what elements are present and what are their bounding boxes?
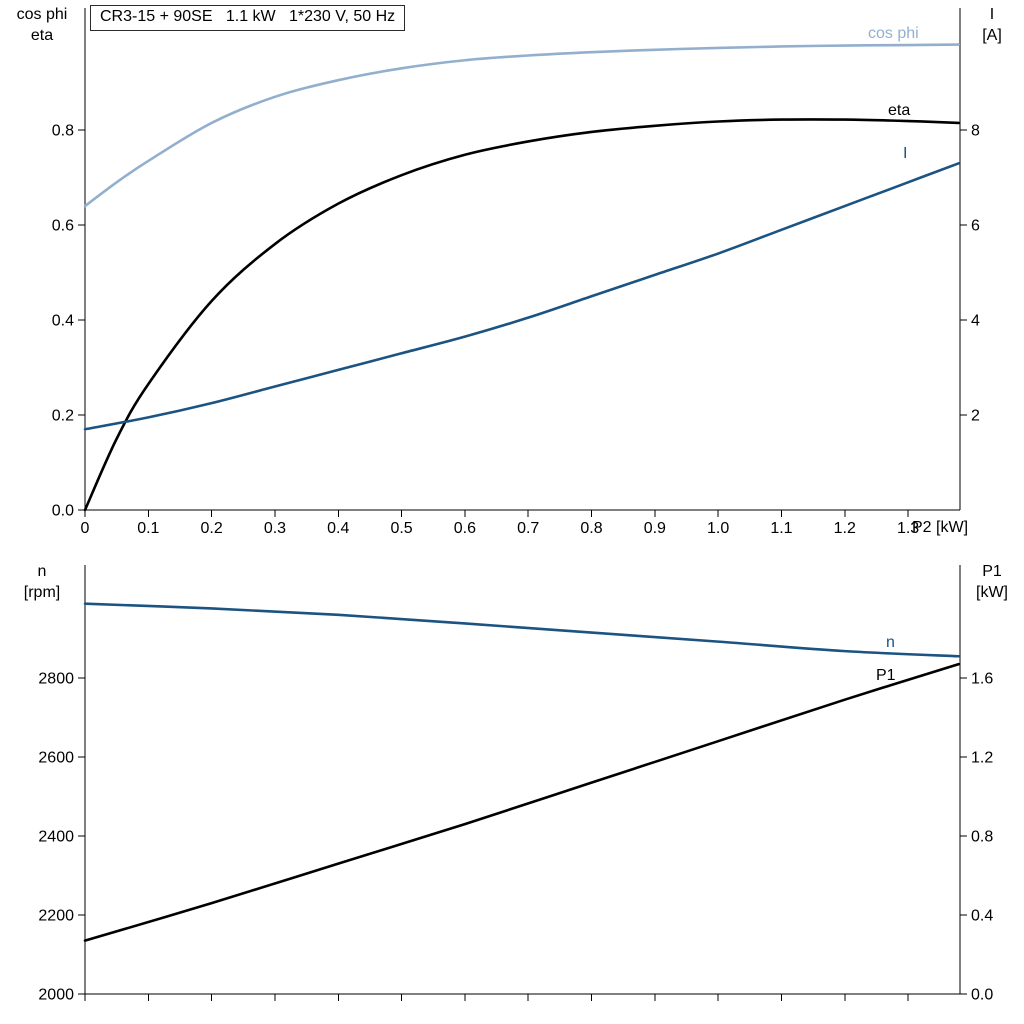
tick-label-x: 1.1 bbox=[770, 520, 792, 537]
tick-label-right: 4 bbox=[971, 313, 980, 330]
tick-label-left: 0.0 bbox=[52, 503, 74, 520]
tick-label-left: 2400 bbox=[38, 828, 74, 845]
tick-label-x: 0.2 bbox=[201, 520, 223, 537]
left-axis-label-line1: cos phi bbox=[16, 6, 68, 23]
curve-label-eta: eta bbox=[888, 102, 911, 119]
tick-label-x: 0.8 bbox=[580, 520, 602, 537]
curve-n bbox=[83, 602, 961, 658]
tick-label-x: 0.1 bbox=[137, 520, 159, 537]
left-axis-label-line2: [rpm] bbox=[23, 584, 61, 601]
curve-eta bbox=[83, 118, 961, 512]
tick-label-left: 2200 bbox=[38, 907, 74, 924]
tick-label-right: 0.8 bbox=[971, 828, 993, 845]
tick-label-left: 2600 bbox=[38, 749, 74, 766]
tick-label-right: 2 bbox=[971, 408, 980, 425]
x-axis-label: P2 [kW] bbox=[912, 519, 969, 536]
curve-cos-phi bbox=[83, 43, 961, 208]
tick-label-left: 2800 bbox=[38, 670, 74, 687]
right-axis-label-line2: [A] bbox=[982, 27, 1002, 44]
tick-label-right: 1.2 bbox=[971, 749, 993, 766]
curve-label-current: I bbox=[903, 145, 908, 162]
right-axis-label-line1: I bbox=[989, 6, 995, 23]
tick-label-x: 0.3 bbox=[264, 520, 286, 537]
tick-label-x: 0.6 bbox=[454, 520, 476, 537]
right-axis-label-line1: P1 bbox=[982, 563, 1002, 580]
tick-label-x: 0.7 bbox=[517, 520, 539, 537]
left-axis-label-top-chart: cos phi eta bbox=[0, 4, 84, 46]
tick-label-x: 1.0 bbox=[707, 520, 729, 537]
tick-label-x: 0 bbox=[81, 520, 90, 537]
tick-label-x: 1.3 bbox=[897, 520, 919, 537]
tick-label-left: 0.4 bbox=[52, 313, 74, 330]
tick-label-left: 0.8 bbox=[52, 123, 74, 140]
curve-label-speed: n bbox=[886, 634, 895, 651]
curve-label-cos-phi: cos phi bbox=[868, 25, 919, 42]
curve-label-p1: P1 bbox=[876, 667, 896, 684]
tick-label-x: 0.5 bbox=[390, 520, 412, 537]
chart-title-box: CR3-15 + 90SE 1.1 kW 1*230 V, 50 Hz bbox=[90, 5, 406, 31]
left-axis-label-line1: n bbox=[37, 563, 47, 580]
left-axis-label-bottom-chart: n [rpm] bbox=[0, 561, 84, 603]
tick-label-right: 0.4 bbox=[971, 907, 993, 924]
tick-label-x: 0.9 bbox=[644, 520, 666, 537]
tick-label-x: 1.2 bbox=[834, 520, 856, 537]
tick-label-left: 0.2 bbox=[52, 408, 74, 425]
tick-label-left: 0.6 bbox=[52, 218, 74, 235]
curve-p1 bbox=[83, 662, 961, 942]
curve-i bbox=[83, 162, 961, 431]
right-axis-label-line2: [kW] bbox=[976, 584, 1008, 601]
tick-label-right: 6 bbox=[971, 218, 980, 235]
left-axis-label-line2: eta bbox=[30, 27, 54, 44]
tick-label-right: 1.6 bbox=[971, 670, 993, 687]
right-axis-label-bottom-chart: P1 [kW] bbox=[960, 561, 1024, 603]
tick-label-left: 2000 bbox=[38, 987, 74, 1004]
tick-label-right: 0.0 bbox=[971, 987, 993, 1004]
right-axis-label-top-chart: I [A] bbox=[962, 4, 1022, 46]
tick-label-x: 0.4 bbox=[327, 520, 349, 537]
tick-label-right: 8 bbox=[971, 123, 980, 140]
